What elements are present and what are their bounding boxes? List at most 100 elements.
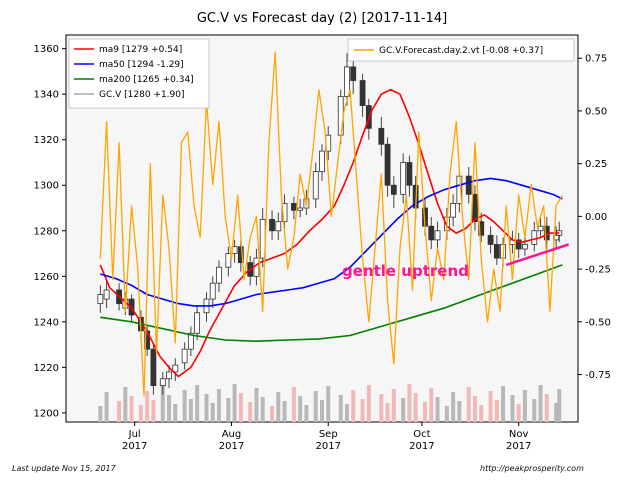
annotation-text: gentle uptrend (342, 262, 469, 280)
volume-bars (98, 384, 562, 422)
candle-body (522, 244, 528, 250)
y-right-tick-label: -0.25 (585, 265, 611, 276)
volume-bar (544, 394, 549, 422)
volume-bar (413, 393, 418, 422)
x-tick-label-month: Nov (509, 429, 529, 440)
volume-bar (226, 398, 231, 422)
candle-body (216, 266, 222, 284)
volume-bar (98, 406, 103, 422)
legend-left-label-ma9: ma9 [1279 +0.54] (99, 45, 182, 55)
candle-body (378, 127, 385, 145)
legend-right: GC.V.Forecast.day.2.vt [-0.08 +0.37] (347, 38, 575, 62)
series-line-ma9 (99, 88, 560, 378)
volume-bar (510, 395, 515, 422)
candle-body (150, 348, 157, 386)
volume-bar (423, 402, 428, 422)
volume-bar (466, 387, 471, 422)
volume-bar (151, 400, 156, 422)
volume-bar (554, 403, 559, 422)
candle-body (209, 282, 216, 300)
volume-bar (360, 399, 365, 422)
candle-body (194, 312, 201, 334)
y-left-tick-label: 1280 (34, 226, 59, 237)
volume-bar (195, 385, 200, 422)
candle-body (187, 332, 194, 350)
candle-body (269, 218, 275, 232)
candle-body (537, 225, 544, 232)
y-left-tick-label: 1220 (34, 363, 59, 374)
legend-right-label-forecast: GC.V.Forecast.day.2.vt [-0.08 +0.37] (379, 46, 543, 56)
volume-bar (248, 402, 253, 422)
candle-body (493, 244, 500, 259)
legend-left-label-gcv: GC.V [1280 +1.90] (99, 90, 185, 100)
y-right-tick-label: -0.75 (585, 370, 611, 381)
volume-bar (167, 395, 172, 422)
volume-bar (138, 405, 143, 422)
volume-bar (298, 396, 303, 422)
volume-bar (173, 404, 178, 422)
x-tick-label-year: 2017 (316, 441, 341, 452)
candle-body (297, 207, 304, 211)
volume-bar (304, 405, 309, 422)
volume-bar (479, 405, 484, 422)
candle-body (428, 225, 435, 241)
candle-body (281, 203, 288, 223)
y-left-tick-label: 1200 (34, 408, 59, 419)
volume-bar (129, 396, 134, 422)
x-tick-label-year: 2017 (506, 441, 531, 452)
legend-left-label-ma50: ma50 [1294 -1.29] (99, 60, 184, 70)
candle-body (390, 184, 397, 195)
y-left-tick-label: 1320 (34, 135, 59, 146)
volume-bar (232, 384, 237, 422)
y-left-tick-label: 1340 (34, 90, 59, 101)
volume-bar (254, 388, 259, 422)
candle-body (359, 80, 366, 106)
candle-body (291, 203, 297, 211)
x-tick-label-month: Aug (222, 429, 242, 440)
legend-left-box (68, 38, 210, 109)
candle-body (172, 364, 179, 373)
candle-body (337, 96, 344, 136)
volume-bar (104, 392, 109, 422)
candle-body (128, 298, 135, 316)
volume-bar (204, 394, 209, 422)
volume-bar (145, 391, 150, 422)
volume-bar (123, 387, 128, 422)
x-tick-label-month: Jul (128, 429, 141, 440)
volume-bar (117, 401, 122, 422)
volume-bar (457, 401, 462, 422)
legend-left-label-ma200: ma200 [1265 +0.34] (99, 75, 194, 85)
volume-bar (451, 392, 456, 422)
volume-bar (429, 388, 434, 422)
x-tick-label-year: 2017 (122, 441, 147, 452)
candle-body (406, 162, 413, 186)
volume-bar (282, 401, 287, 422)
volume-bar (188, 399, 193, 422)
y-right-tick-label: 0.50 (585, 106, 607, 117)
y-left-tick-label: 1300 (34, 181, 59, 192)
volume-bar (494, 400, 499, 422)
x-tick-label-month: Sep (319, 429, 338, 440)
volume-bar (320, 400, 324, 422)
volume-bar (182, 390, 187, 422)
x-tick-label-year: 2017 (219, 441, 244, 452)
candle-body (97, 294, 104, 305)
footer-url[interactable]: http://peakprosperity.com (480, 464, 584, 473)
candle-body (275, 221, 282, 232)
candle-body (225, 253, 232, 268)
series-lines (99, 51, 563, 397)
candle-body (312, 171, 319, 200)
annotation-trend-line (505, 243, 570, 267)
candle-body (478, 221, 485, 236)
candle-body (350, 66, 357, 81)
candle-body (472, 193, 478, 223)
volume-bar (435, 397, 440, 422)
volume-bar (516, 404, 521, 422)
x-tick-label-year: 2017 (409, 441, 434, 452)
legend-right-box (347, 38, 575, 62)
candle-body (515, 239, 522, 250)
series-line-ma50 (100, 177, 563, 307)
volume-bar (276, 392, 281, 422)
candle-body (531, 230, 538, 245)
volume-bar (238, 393, 243, 422)
